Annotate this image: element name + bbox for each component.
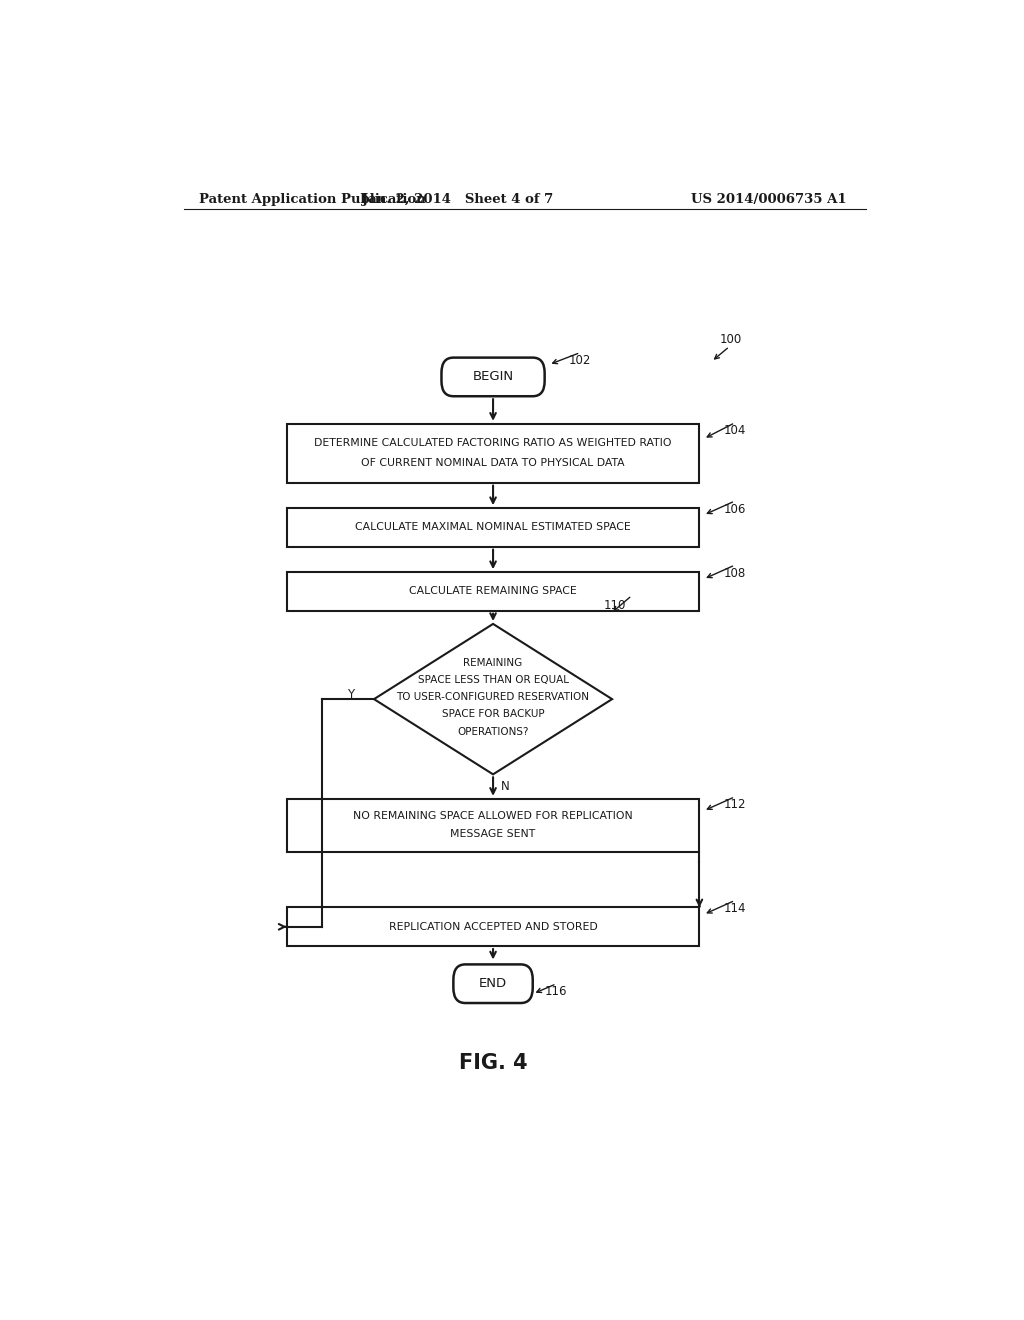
- Text: 110: 110: [604, 599, 627, 612]
- Text: REMAINING: REMAINING: [464, 657, 522, 668]
- Text: TO USER-CONFIGURED RESERVATION: TO USER-CONFIGURED RESERVATION: [396, 692, 590, 702]
- Text: Y: Y: [347, 688, 353, 701]
- Text: SPACE FOR BACKUP: SPACE FOR BACKUP: [441, 709, 545, 719]
- Text: Patent Application Publication: Patent Application Publication: [200, 193, 426, 206]
- Text: CALCULATE MAXIMAL NOMINAL ESTIMATED SPACE: CALCULATE MAXIMAL NOMINAL ESTIMATED SPAC…: [355, 523, 631, 532]
- Text: 106: 106: [723, 503, 745, 516]
- Text: NO REMAINING SPACE ALLOWED FOR REPLICATION: NO REMAINING SPACE ALLOWED FOR REPLICATI…: [353, 810, 633, 821]
- Text: 116: 116: [545, 985, 567, 998]
- Bar: [287, 424, 699, 483]
- Bar: [287, 572, 699, 611]
- Text: OPERATIONS?: OPERATIONS?: [458, 726, 528, 737]
- Text: US 2014/0006735 A1: US 2014/0006735 A1: [690, 193, 846, 206]
- FancyBboxPatch shape: [454, 965, 532, 1003]
- Text: 100: 100: [719, 333, 741, 346]
- Text: BEGIN: BEGIN: [472, 371, 514, 383]
- Text: FIG. 4: FIG. 4: [459, 1053, 527, 1073]
- Polygon shape: [374, 624, 612, 775]
- Text: END: END: [479, 977, 507, 990]
- Text: 114: 114: [723, 902, 745, 915]
- Text: SPACE LESS THAN OR EQUAL: SPACE LESS THAN OR EQUAL: [418, 675, 568, 685]
- Text: 104: 104: [723, 424, 745, 437]
- Text: Jan. 2, 2014   Sheet 4 of 7: Jan. 2, 2014 Sheet 4 of 7: [361, 193, 553, 206]
- Text: N: N: [501, 780, 509, 793]
- Text: 112: 112: [723, 799, 745, 812]
- Text: 108: 108: [723, 566, 745, 579]
- Text: 102: 102: [568, 354, 591, 367]
- Text: OF CURRENT NOMINAL DATA TO PHYSICAL DATA: OF CURRENT NOMINAL DATA TO PHYSICAL DATA: [361, 458, 625, 469]
- Bar: [287, 508, 699, 546]
- Text: CALCULATE REMAINING SPACE: CALCULATE REMAINING SPACE: [410, 586, 577, 597]
- Text: REPLICATION ACCEPTED AND STORED: REPLICATION ACCEPTED AND STORED: [389, 921, 597, 932]
- FancyBboxPatch shape: [441, 358, 545, 396]
- Bar: [287, 907, 699, 946]
- Text: MESSAGE SENT: MESSAGE SENT: [451, 829, 536, 840]
- Bar: [287, 799, 699, 851]
- Text: DETERMINE CALCULATED FACTORING RATIO AS WEIGHTED RATIO: DETERMINE CALCULATED FACTORING RATIO AS …: [314, 438, 672, 447]
